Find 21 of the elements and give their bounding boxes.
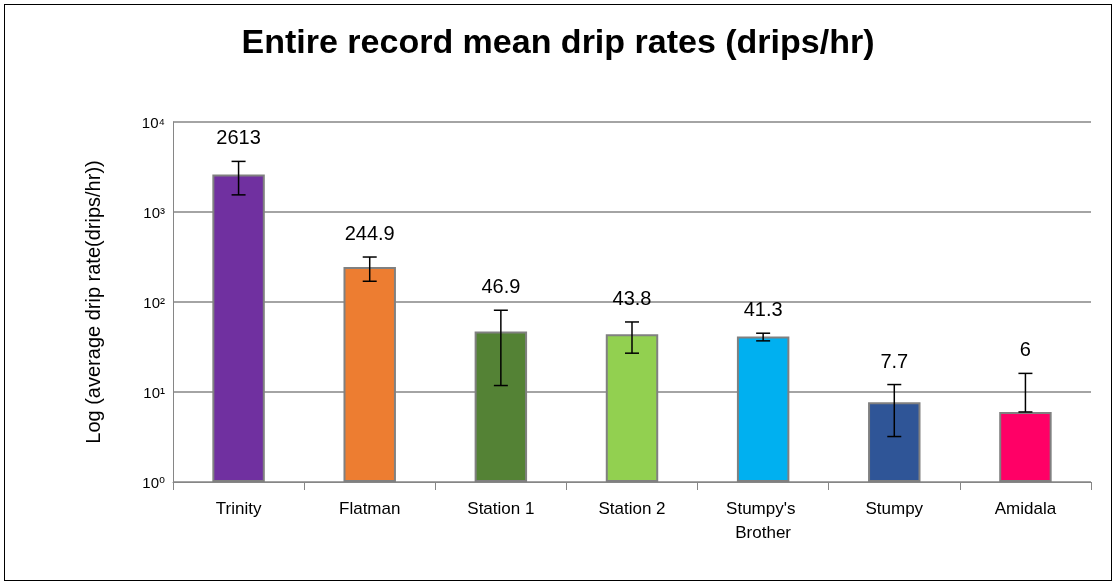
x-tick-label: Stumpy	[865, 498, 924, 518]
x-tick-label: Station 1	[467, 498, 535, 518]
x-tick-label: Stumpy's Brother	[726, 498, 801, 542]
x-tick-label: Station 2	[598, 498, 666, 518]
y-tick-label: 10⁴	[141, 113, 165, 131]
data-label: 41.3	[743, 298, 783, 321]
y-tick-label: 10¹	[143, 383, 165, 401]
data-label: 43.8	[612, 286, 652, 309]
data-label: 244.9	[344, 222, 395, 245]
y-tick-label: 10⁰	[142, 473, 165, 491]
x-tick-label: Trinity	[215, 498, 262, 518]
y-axis-title: Log (average drip rate(drips/hr))	[82, 160, 104, 444]
y-tick-label: 10²	[143, 293, 165, 311]
data-label: 6	[1019, 338, 1031, 361]
data-label: 2613	[216, 126, 261, 149]
x-tick-label: Flatman	[339, 498, 401, 518]
data-label: 46.9	[481, 275, 521, 298]
x-tick-label: Amidala	[994, 498, 1057, 518]
y-tick-label: 10³	[143, 203, 165, 221]
data-label: 7.7	[880, 349, 909, 372]
chart-title: Entire record mean drip rates (drips/hr)	[241, 22, 875, 60]
